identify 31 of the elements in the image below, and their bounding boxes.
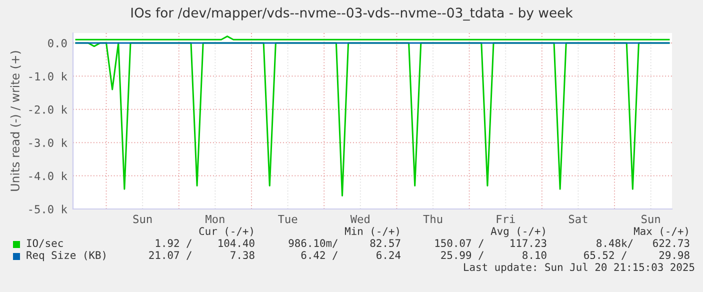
text: 25.99 / 8.10: [441, 251, 546, 260]
x-tick-label: Sun: [642, 214, 660, 224]
y-tick-label: -3.0 k: [29, 138, 68, 147]
chart-title: IOs for /dev/mapper/vds--nvme--03-vds--nvme--03_tdata - by week: [131, 7, 573, 21]
text: 65.52 / 29.98: [584, 251, 690, 260]
text: Max (-/+): [634, 227, 688, 236]
x-tick-label: Sat: [568, 214, 588, 224]
x-tick-label: Wed: [350, 214, 370, 224]
y-tick-label: 0.0: [48, 38, 67, 48]
x-tick-label: Tue: [278, 214, 298, 224]
text: 150.07 / 117.23: [435, 239, 546, 248]
text: Avg (-/+): [490, 226, 545, 238]
y-tick-label: -1.0 k: [29, 72, 68, 81]
x-tick-label: Sun: [133, 214, 152, 224]
legend-label: Req Size (KB): [26, 250, 106, 262]
x-tick-label: Mon: [206, 214, 224, 224]
y-tick-label: -5.0 k: [29, 204, 68, 214]
x-tick-label: Fri: [496, 214, 515, 224]
text: Cur (-/+): [199, 227, 253, 236]
text: 6.42 / 6.24: [301, 251, 401, 260]
x-tick-label: Thu: [423, 214, 442, 224]
text: 1.92 / 104.40: [156, 239, 254, 248]
text: 986.10m/ 82.57: [288, 239, 400, 248]
text: 21.07 / 7.38: [149, 251, 254, 260]
text: Last update: Sun Jul 20 21:15:03 2025: [464, 262, 694, 274]
y-axis-title: Units read (-) / write (+): [10, 51, 21, 191]
y-tick-label: -2.0 k: [29, 105, 68, 114]
text: Min (-/+): [344, 226, 399, 236]
legend-label: IO/sec: [27, 239, 63, 248]
y-tick-label: -4.0 k: [29, 172, 68, 180]
text: 8.48k/ 622.73: [596, 238, 690, 248]
